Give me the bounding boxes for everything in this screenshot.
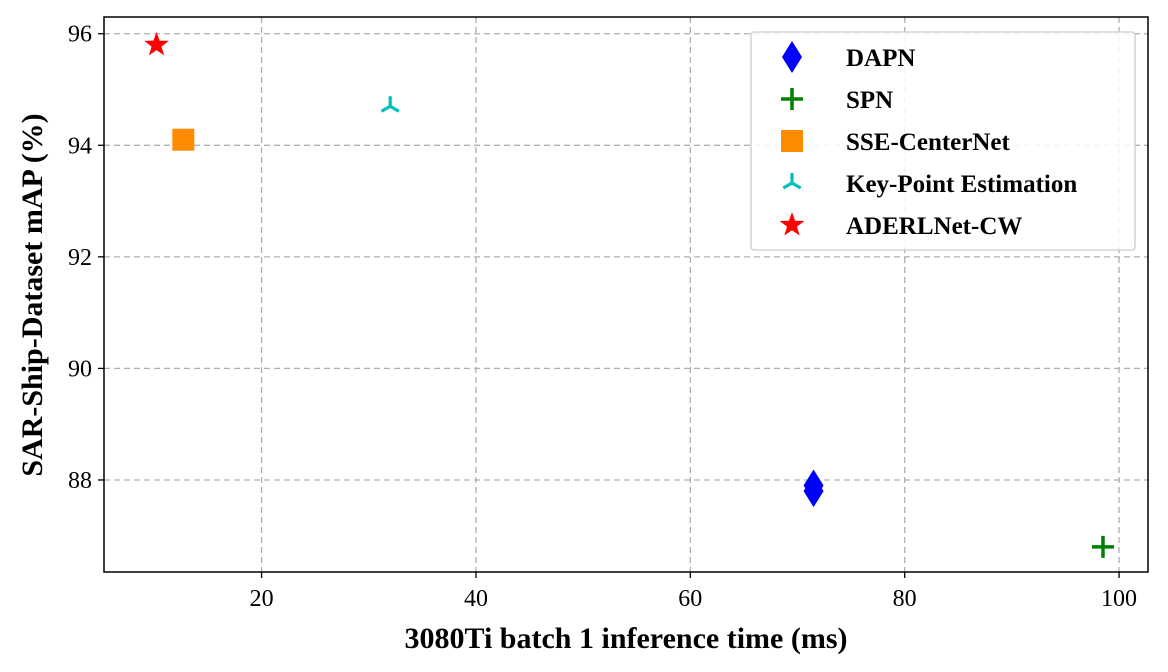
x-tick-label: 80 bbox=[893, 586, 917, 612]
legend-label-key-point-estimation: Key-Point Estimation bbox=[846, 171, 1077, 198]
point-dapn bbox=[803, 475, 824, 508]
x-tick-label: 40 bbox=[464, 586, 488, 612]
legend-marker-dapn bbox=[782, 41, 802, 73]
legend-label-spn: SPN bbox=[846, 87, 893, 114]
point-sse-centernet bbox=[172, 128, 195, 151]
legend-label-aderlnet-cw: ADERLNet-CW bbox=[846, 213, 1022, 240]
y-tick-label: 96 bbox=[68, 22, 92, 48]
x-tick-label: 60 bbox=[678, 586, 702, 612]
point-aderlnet-cw bbox=[144, 31, 169, 56]
point-spn bbox=[1091, 535, 1114, 558]
point-key-point-estimation bbox=[380, 96, 400, 113]
y-tick-label: 92 bbox=[68, 245, 92, 271]
axis-ticks: 20 40 60 80 100 88 90 92 94 96 bbox=[68, 22, 1137, 612]
legend-items: DAPN SPN SSE-CenterNet Key-Point Estimation… bbox=[779, 41, 1077, 240]
y-tick-label: 90 bbox=[68, 356, 92, 382]
data-points bbox=[144, 31, 1114, 558]
legend-label-dapn: DAPN bbox=[846, 45, 915, 72]
x-tick-label: 20 bbox=[250, 586, 274, 612]
legend-label-sse-centernet: SSE-CenterNet bbox=[846, 129, 1011, 156]
legend: DAPN SPN SSE-CenterNet Key-Point Estimation… bbox=[750, 31, 1136, 251]
x-axis-title: 3080Ti batch 1 inference time (ms) bbox=[405, 622, 848, 655]
legend-marker-aderlnet-cw bbox=[779, 212, 805, 236]
legend-marker-key-point-estimation bbox=[782, 173, 802, 190]
x-tick-label: 100 bbox=[1101, 586, 1137, 612]
legend-marker-spn bbox=[781, 88, 803, 110]
plot-frame bbox=[103, 16, 1149, 573]
legend-marker-sse-centernet bbox=[781, 130, 803, 152]
y-tick-label: 88 bbox=[68, 468, 92, 494]
y-axis-title: SAR-Ship-Dataset mAP (%) bbox=[16, 113, 49, 476]
legend-box bbox=[750, 31, 1136, 251]
y-tick-label: 94 bbox=[68, 133, 92, 159]
